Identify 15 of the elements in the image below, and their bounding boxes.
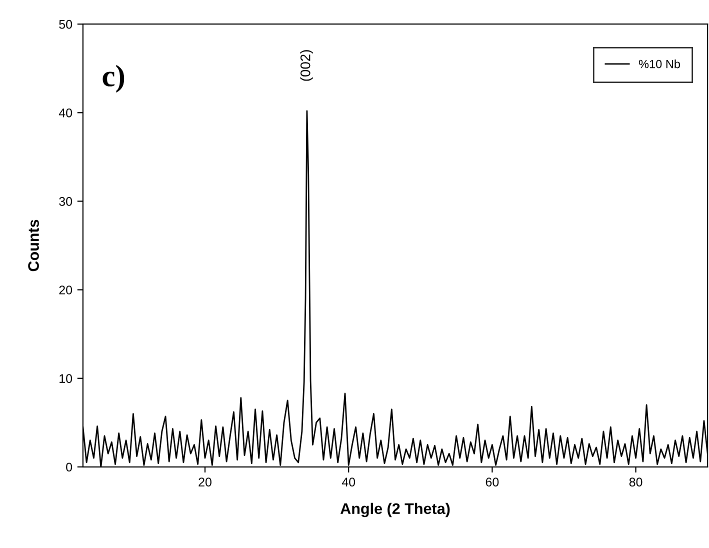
y-tick-label: 10: [60, 374, 72, 383]
legend-label: %10 Nb: [638, 60, 680, 68]
x-tick-label: 80: [629, 478, 642, 486]
annotation: c): [102, 64, 124, 93]
y-tick-label: 0: [66, 462, 72, 472]
y-tick-label: 40: [58, 108, 72, 118]
x-axis-title: Angle (2 Theta): [340, 502, 450, 518]
y-axis-title: Counts: [28, 220, 39, 272]
x-tick-label: 20: [198, 478, 212, 486]
y-tick-label: 50: [59, 20, 72, 29]
y-tick-label: 20: [59, 286, 72, 294]
y-tick-label: 30: [59, 197, 72, 206]
x-tick-label: 60: [486, 478, 499, 486]
annotation: (002): [300, 50, 314, 81]
x-tick-label: 40: [342, 478, 356, 486]
